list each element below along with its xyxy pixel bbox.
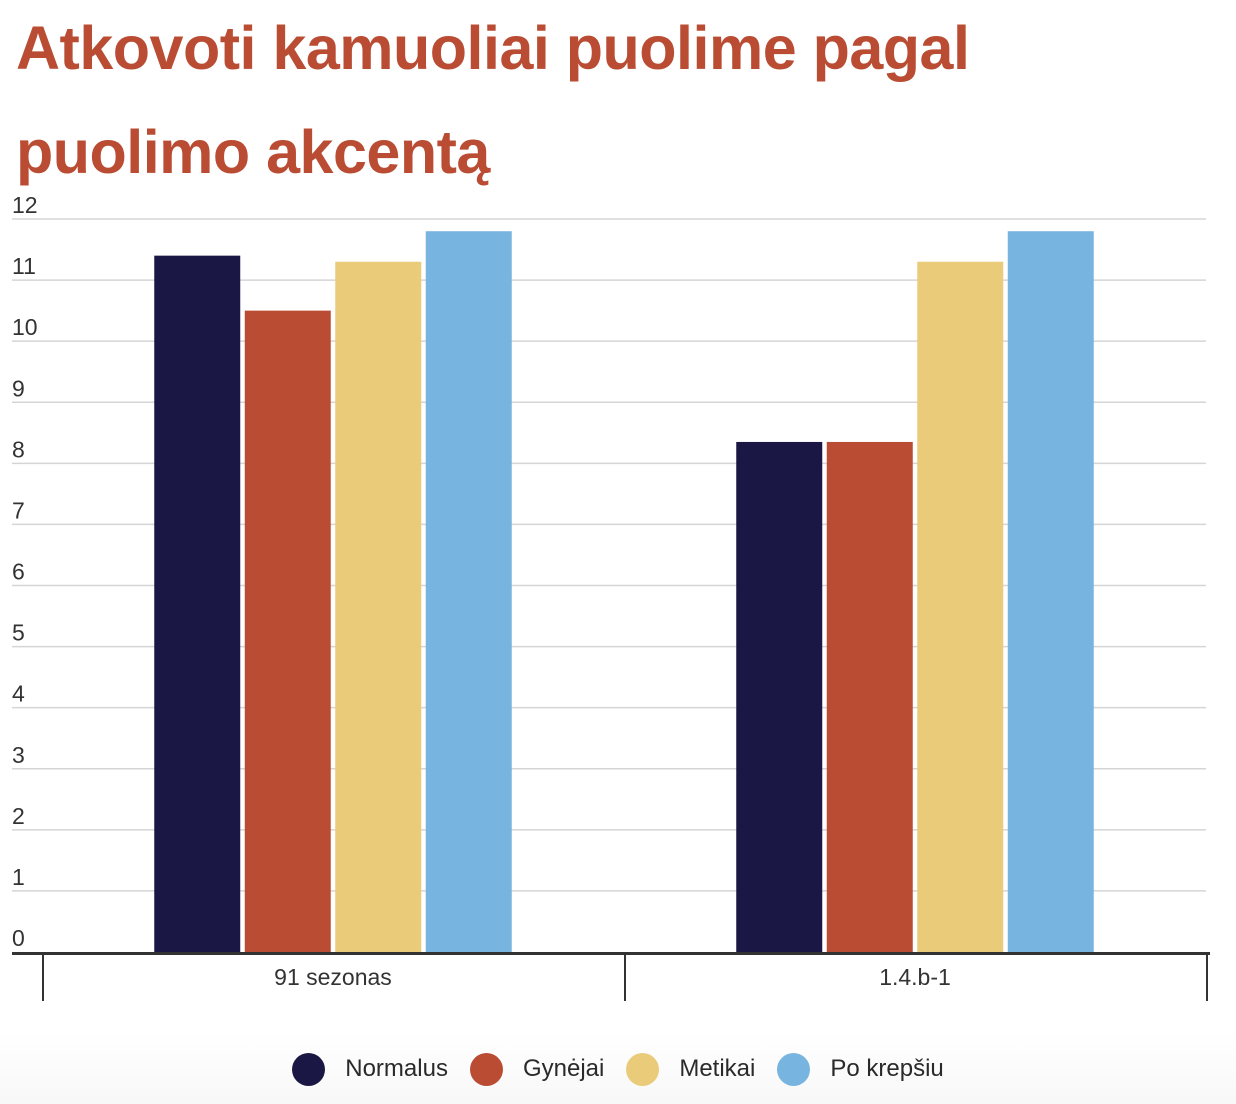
bar-po-krepšiu-0 xyxy=(425,231,512,952)
y-tick-label: 7 xyxy=(12,497,25,523)
bar-gynėjai-0 xyxy=(244,310,331,952)
legend-item[interactable]: Gynėjai xyxy=(469,1052,605,1086)
legend-swatch-icon xyxy=(292,1052,326,1086)
bar-po-krepšiu-1 xyxy=(1007,231,1094,952)
x-tick-label: 91 sezonas xyxy=(274,964,392,990)
legend: Normalus Gynėjai Metikai Po krepšiu xyxy=(0,1049,1236,1089)
bars xyxy=(154,231,1094,953)
legend-item[interactable]: Normalus xyxy=(292,1052,448,1086)
y-tick-label: 8 xyxy=(12,436,25,462)
legend-label: Metikai xyxy=(679,1055,756,1082)
legend-item[interactable]: Po krepšiu xyxy=(777,1052,944,1086)
legend-swatch-icon xyxy=(469,1052,503,1086)
y-tick-label: 0 xyxy=(12,925,25,951)
y-tick-label: 12 xyxy=(12,192,38,218)
y-tick-label: 9 xyxy=(12,375,25,401)
bar-metikai-1 xyxy=(917,261,1004,953)
y-tick-label: 1 xyxy=(12,864,25,890)
legend-swatch-icon xyxy=(626,1052,660,1086)
legend-label: Normalus xyxy=(345,1055,448,1082)
legend-background xyxy=(0,1030,1236,1104)
bar-metikai-0 xyxy=(335,261,422,953)
y-tick-label: 6 xyxy=(12,559,25,585)
bar-normalus-1 xyxy=(736,441,823,952)
legend-swatch-icon xyxy=(777,1052,811,1086)
x-tick-label: 1.4.b-1 xyxy=(879,964,951,990)
y-tick-label: 10 xyxy=(12,314,38,340)
legend-label: Po krepšiu xyxy=(830,1055,944,1082)
y-tick-label: 2 xyxy=(12,803,25,829)
bar-gynėjai-1 xyxy=(826,441,913,952)
bar-normalus-0 xyxy=(154,255,241,952)
chart-title: Atkovoti kamuoliai puolime pagal puolimo… xyxy=(16,14,970,186)
x-axis: 91 sezonas 1.4.b-1 xyxy=(12,952,1210,1001)
y-tick-label: 5 xyxy=(12,620,25,646)
y-tick-label: 11 xyxy=(12,253,36,279)
legend-item[interactable]: Metikai xyxy=(626,1052,756,1086)
y-tick-label: 3 xyxy=(12,742,25,768)
legend-label: Gynėjai xyxy=(522,1055,605,1082)
y-tick-label: 4 xyxy=(12,681,25,707)
